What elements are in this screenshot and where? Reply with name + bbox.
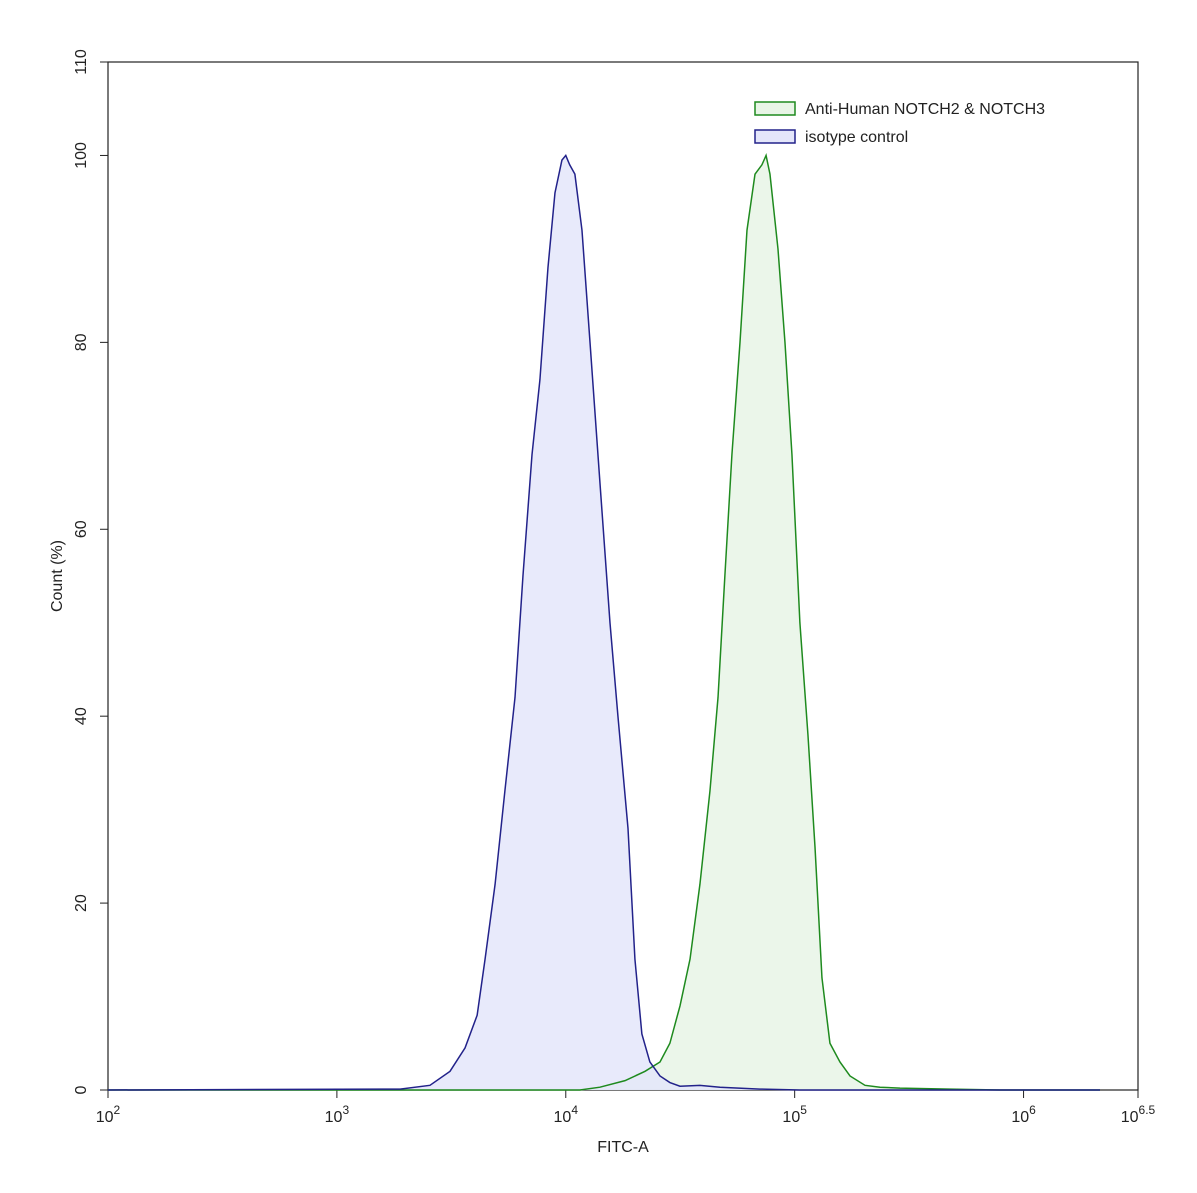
x-tick-exponent: 3 xyxy=(342,1103,349,1117)
x-axis-label: FITC-A xyxy=(597,1139,649,1156)
x-tick-base: 10 xyxy=(325,1109,343,1126)
histogram-line xyxy=(107,154,1101,1091)
x-tick-label: 106 xyxy=(1011,1103,1036,1126)
x-tick-base: 10 xyxy=(1121,1109,1139,1126)
y-axis-label: Count (%) xyxy=(49,540,66,612)
y-tick-label: 60 xyxy=(73,520,90,538)
area-fill xyxy=(108,155,1101,1091)
x-tick-base: 10 xyxy=(554,1109,572,1126)
y-tick-label: 110 xyxy=(73,49,90,75)
histogram-line xyxy=(108,153,1101,1091)
x-tick-label: 106.5 xyxy=(1121,1103,1156,1126)
x-tick-exponent: 2 xyxy=(114,1103,121,1117)
x-tick-label: 104 xyxy=(554,1103,579,1126)
y-tick-label: 20 xyxy=(73,894,90,912)
x-tick-exponent: 5 xyxy=(800,1103,807,1117)
y-tick-label: 80 xyxy=(73,333,90,351)
y-tick-label: 0 xyxy=(73,1085,90,1094)
legend-swatch xyxy=(754,129,796,144)
legend-label: Anti-Human NOTCH2 & NOTCH3 xyxy=(805,101,1045,118)
x-tick-label: 103 xyxy=(325,1103,350,1126)
x-tick-base: 10 xyxy=(782,1109,800,1126)
x-tick-exponent: 6 xyxy=(1029,1103,1036,1117)
x-tick-exponent: 4 xyxy=(571,1103,578,1117)
x-tick-label: 105 xyxy=(782,1103,807,1126)
x-tick-base: 10 xyxy=(96,1109,114,1126)
legend-label: isotype control xyxy=(805,129,908,146)
y-tick-label: 100 xyxy=(73,142,90,169)
y-tick-label: 40 xyxy=(73,707,90,725)
x-tick-exponent: 6.5 xyxy=(1139,1103,1156,1117)
x-tick-base: 10 xyxy=(1011,1109,1029,1126)
x-tick-label: 102 xyxy=(96,1103,121,1126)
legend-swatch xyxy=(754,101,796,116)
